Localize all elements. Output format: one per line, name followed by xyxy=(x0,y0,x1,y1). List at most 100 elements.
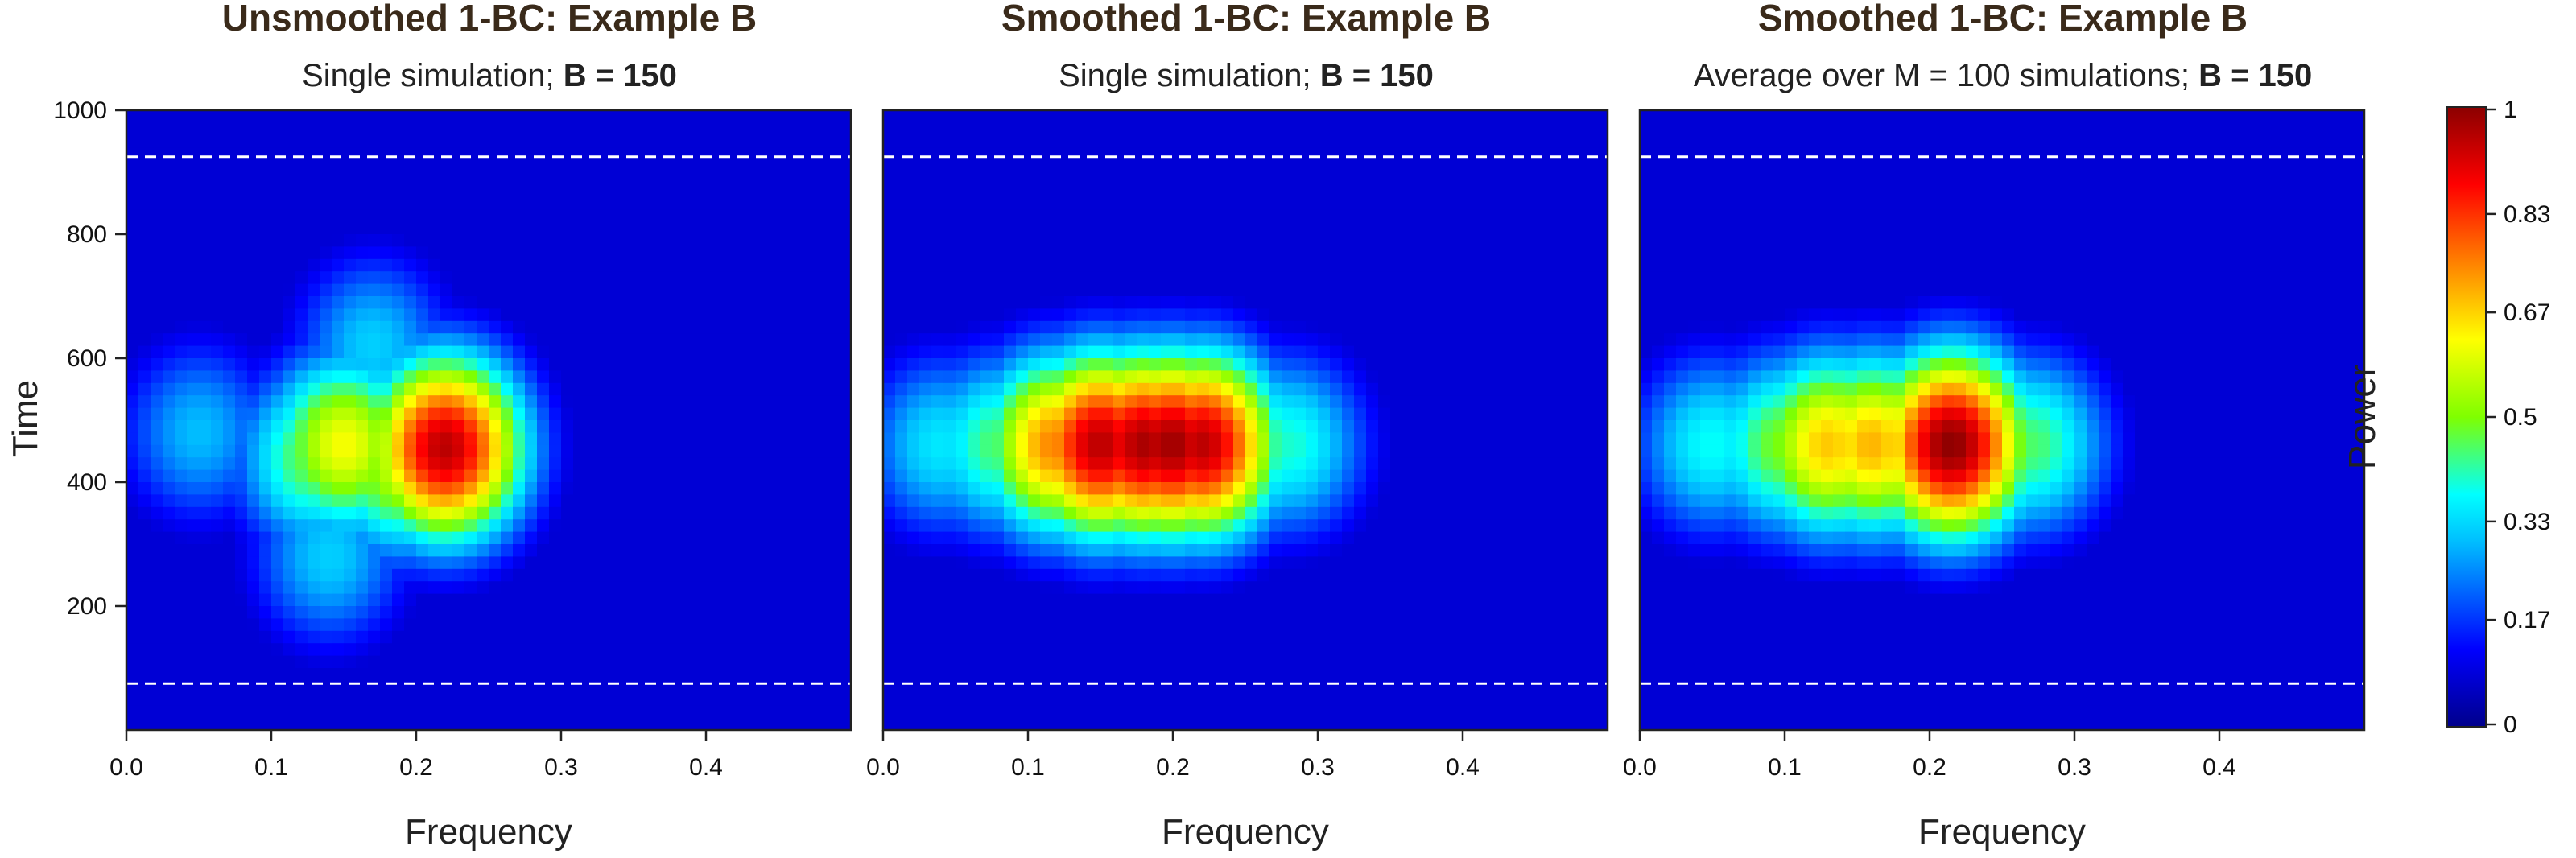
heatmap-cell xyxy=(513,556,526,570)
heatmap-cell xyxy=(332,246,345,260)
heatmap-cell xyxy=(1088,494,1101,508)
heatmap-cell xyxy=(175,531,188,545)
heatmap-cell xyxy=(1100,556,1113,570)
heatmap-cell xyxy=(1330,581,1343,595)
heatmap-cell xyxy=(682,457,695,471)
heatmap-cell xyxy=(1064,581,1077,595)
heatmap-cell xyxy=(803,482,815,495)
heatmap-cell xyxy=(199,544,212,557)
heatmap-cell xyxy=(839,221,852,235)
heatmap-cell xyxy=(730,258,743,272)
heatmap-cell xyxy=(1269,159,1282,173)
heatmap-cell xyxy=(1233,296,1246,309)
heatmap-cell xyxy=(1233,506,1246,520)
heatmap-cell xyxy=(883,668,896,681)
heatmap-cell xyxy=(452,172,465,185)
heatmap-cell xyxy=(956,234,968,247)
heatmap-cell xyxy=(1064,296,1077,309)
heatmap-cell xyxy=(1088,308,1101,322)
heatmap-cell xyxy=(1257,209,1270,223)
heatmap-cell xyxy=(1269,234,1282,247)
heatmap-cell xyxy=(670,345,683,359)
heatmap-cell xyxy=(163,234,175,247)
heatmap-cell xyxy=(943,581,956,595)
heatmap-cell xyxy=(1209,420,1222,433)
heatmap-cell xyxy=(380,544,393,557)
heatmap-cell xyxy=(477,370,489,384)
heatmap-cell xyxy=(308,134,320,148)
heatmap-cell xyxy=(537,643,550,657)
heatmap-cell xyxy=(259,407,272,421)
heatmap-cell xyxy=(549,159,562,173)
heatmap-cell xyxy=(1113,122,1125,136)
heatmap-cell xyxy=(163,159,175,173)
heatmap-cell xyxy=(1040,395,1053,409)
heatmap-cell xyxy=(919,432,932,446)
heatmap-cell xyxy=(1088,469,1101,483)
heatmap-cell xyxy=(247,581,260,595)
heatmap-cell xyxy=(1306,159,1319,173)
heatmap-cell xyxy=(561,258,574,272)
heatmap-cell xyxy=(283,469,296,483)
heatmap-cell xyxy=(452,258,465,272)
heatmap-cell xyxy=(670,581,683,595)
heatmap-cell xyxy=(968,271,980,285)
heatmap-cell xyxy=(259,494,272,508)
heatmap-cell xyxy=(126,606,139,619)
heatmap-cell xyxy=(223,147,236,161)
heatmap-cell xyxy=(1173,345,1186,359)
heatmap-cell xyxy=(1245,246,1258,260)
heatmap-cell xyxy=(919,110,932,123)
heatmap-cell xyxy=(283,593,296,607)
heatmap-cell xyxy=(634,246,646,260)
heatmap-cell xyxy=(778,209,791,223)
heatmap-cell xyxy=(368,110,381,123)
heatmap-cell xyxy=(682,333,695,347)
heatmap-cell xyxy=(295,147,308,161)
heatmap-cell xyxy=(259,643,272,657)
heatmap-cell xyxy=(320,556,332,570)
heatmap-cell xyxy=(1294,531,1307,545)
heatmap-cell xyxy=(573,134,586,148)
heatmap-cell xyxy=(1185,296,1198,309)
heatmap-cell xyxy=(1161,395,1174,409)
heatmap-cell xyxy=(573,209,586,223)
heatmap-cell xyxy=(211,717,224,731)
heatmap-cell xyxy=(1282,296,1294,309)
heatmap-cell xyxy=(1233,494,1246,508)
heatmap-cell xyxy=(791,581,803,595)
heatmap-cell xyxy=(561,370,574,384)
heatmap-cell xyxy=(259,333,272,347)
heatmap-cell xyxy=(126,568,139,582)
heatmap-cell xyxy=(1076,172,1089,185)
heatmap-cell xyxy=(1028,717,1041,731)
heatmap-cell xyxy=(597,581,610,595)
heatmap-cell xyxy=(1185,308,1198,322)
heatmap-cell xyxy=(827,420,840,433)
heatmap-cell xyxy=(138,581,151,595)
heatmap-cell xyxy=(1076,482,1089,495)
heatmap-cell xyxy=(1185,643,1198,657)
heatmap-cell xyxy=(344,506,357,520)
heatmap-cell xyxy=(609,122,622,136)
heatmap-cell xyxy=(1209,395,1222,409)
heatmap-cell xyxy=(585,420,598,433)
heatmap-cell xyxy=(1016,668,1029,681)
heatmap-cell xyxy=(199,296,212,309)
heatmap-cell xyxy=(295,234,308,247)
heatmap-cell xyxy=(1269,705,1282,719)
heatmap-cell xyxy=(464,271,477,285)
heatmap-cell xyxy=(1282,581,1294,595)
heatmap-cell xyxy=(1052,482,1065,495)
heatmap-cell xyxy=(815,655,828,669)
heatmap-cell xyxy=(1125,692,1137,706)
heatmap-cell xyxy=(706,221,719,235)
heatmap-cell xyxy=(658,444,671,458)
heatmap-cell xyxy=(368,606,381,619)
heatmap-cell xyxy=(778,407,791,421)
heatmap-cell xyxy=(778,172,791,185)
heatmap-cell xyxy=(392,420,405,433)
heatmap-cell xyxy=(320,457,332,471)
heatmap-cell xyxy=(235,568,248,582)
heatmap-cell xyxy=(1185,172,1198,185)
